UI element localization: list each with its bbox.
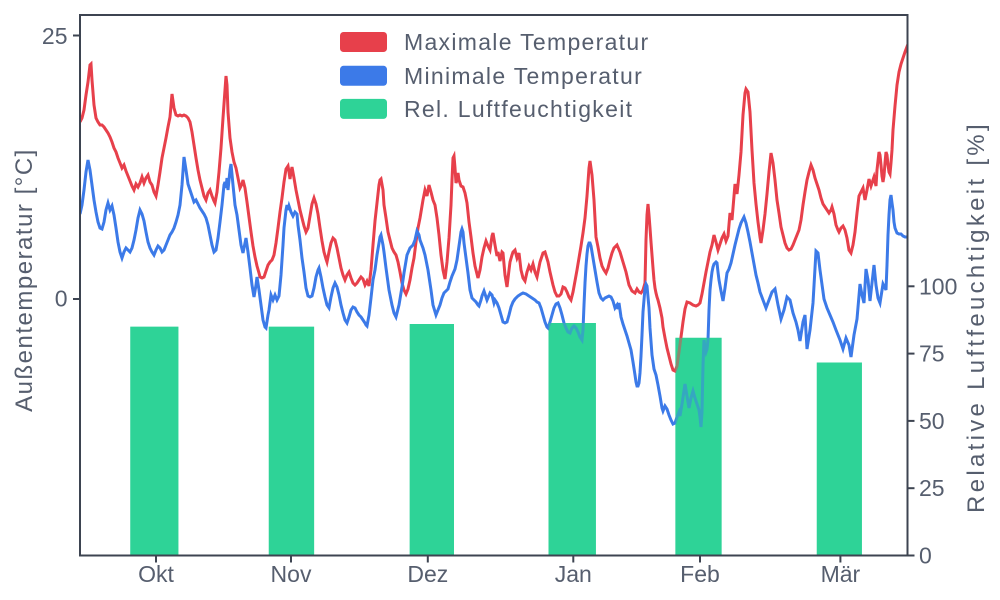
svg-text:Minimale Temperatur: Minimale Temperatur [404,63,643,89]
svg-text:Rel. Luftfeuchtigkeit: Rel. Luftfeuchtigkeit [404,96,633,122]
svg-text:Maximale Temperatur: Maximale Temperatur [404,29,649,55]
svg-text:0: 0 [919,543,932,569]
svg-text:Okt: Okt [138,561,174,587]
svg-text:100: 100 [919,273,957,299]
svg-text:Mär: Mär [821,561,861,587]
svg-text:25: 25 [42,23,68,49]
svg-text:25: 25 [919,475,945,501]
svg-text:Nov: Nov [271,561,312,587]
svg-text:75: 75 [919,341,945,367]
svg-text:Relative Luftfeuchtigkeit [%]: Relative Luftfeuchtigkeit [%] [963,121,990,513]
svg-text:Jan: Jan [555,561,592,587]
svg-text:0: 0 [55,286,68,312]
svg-text:Dez: Dez [407,561,448,587]
svg-text:50: 50 [919,408,945,434]
svg-text:Feb: Feb [680,561,720,587]
svg-text:Außentemperatur [°C]: Außentemperatur [°C] [11,148,38,412]
